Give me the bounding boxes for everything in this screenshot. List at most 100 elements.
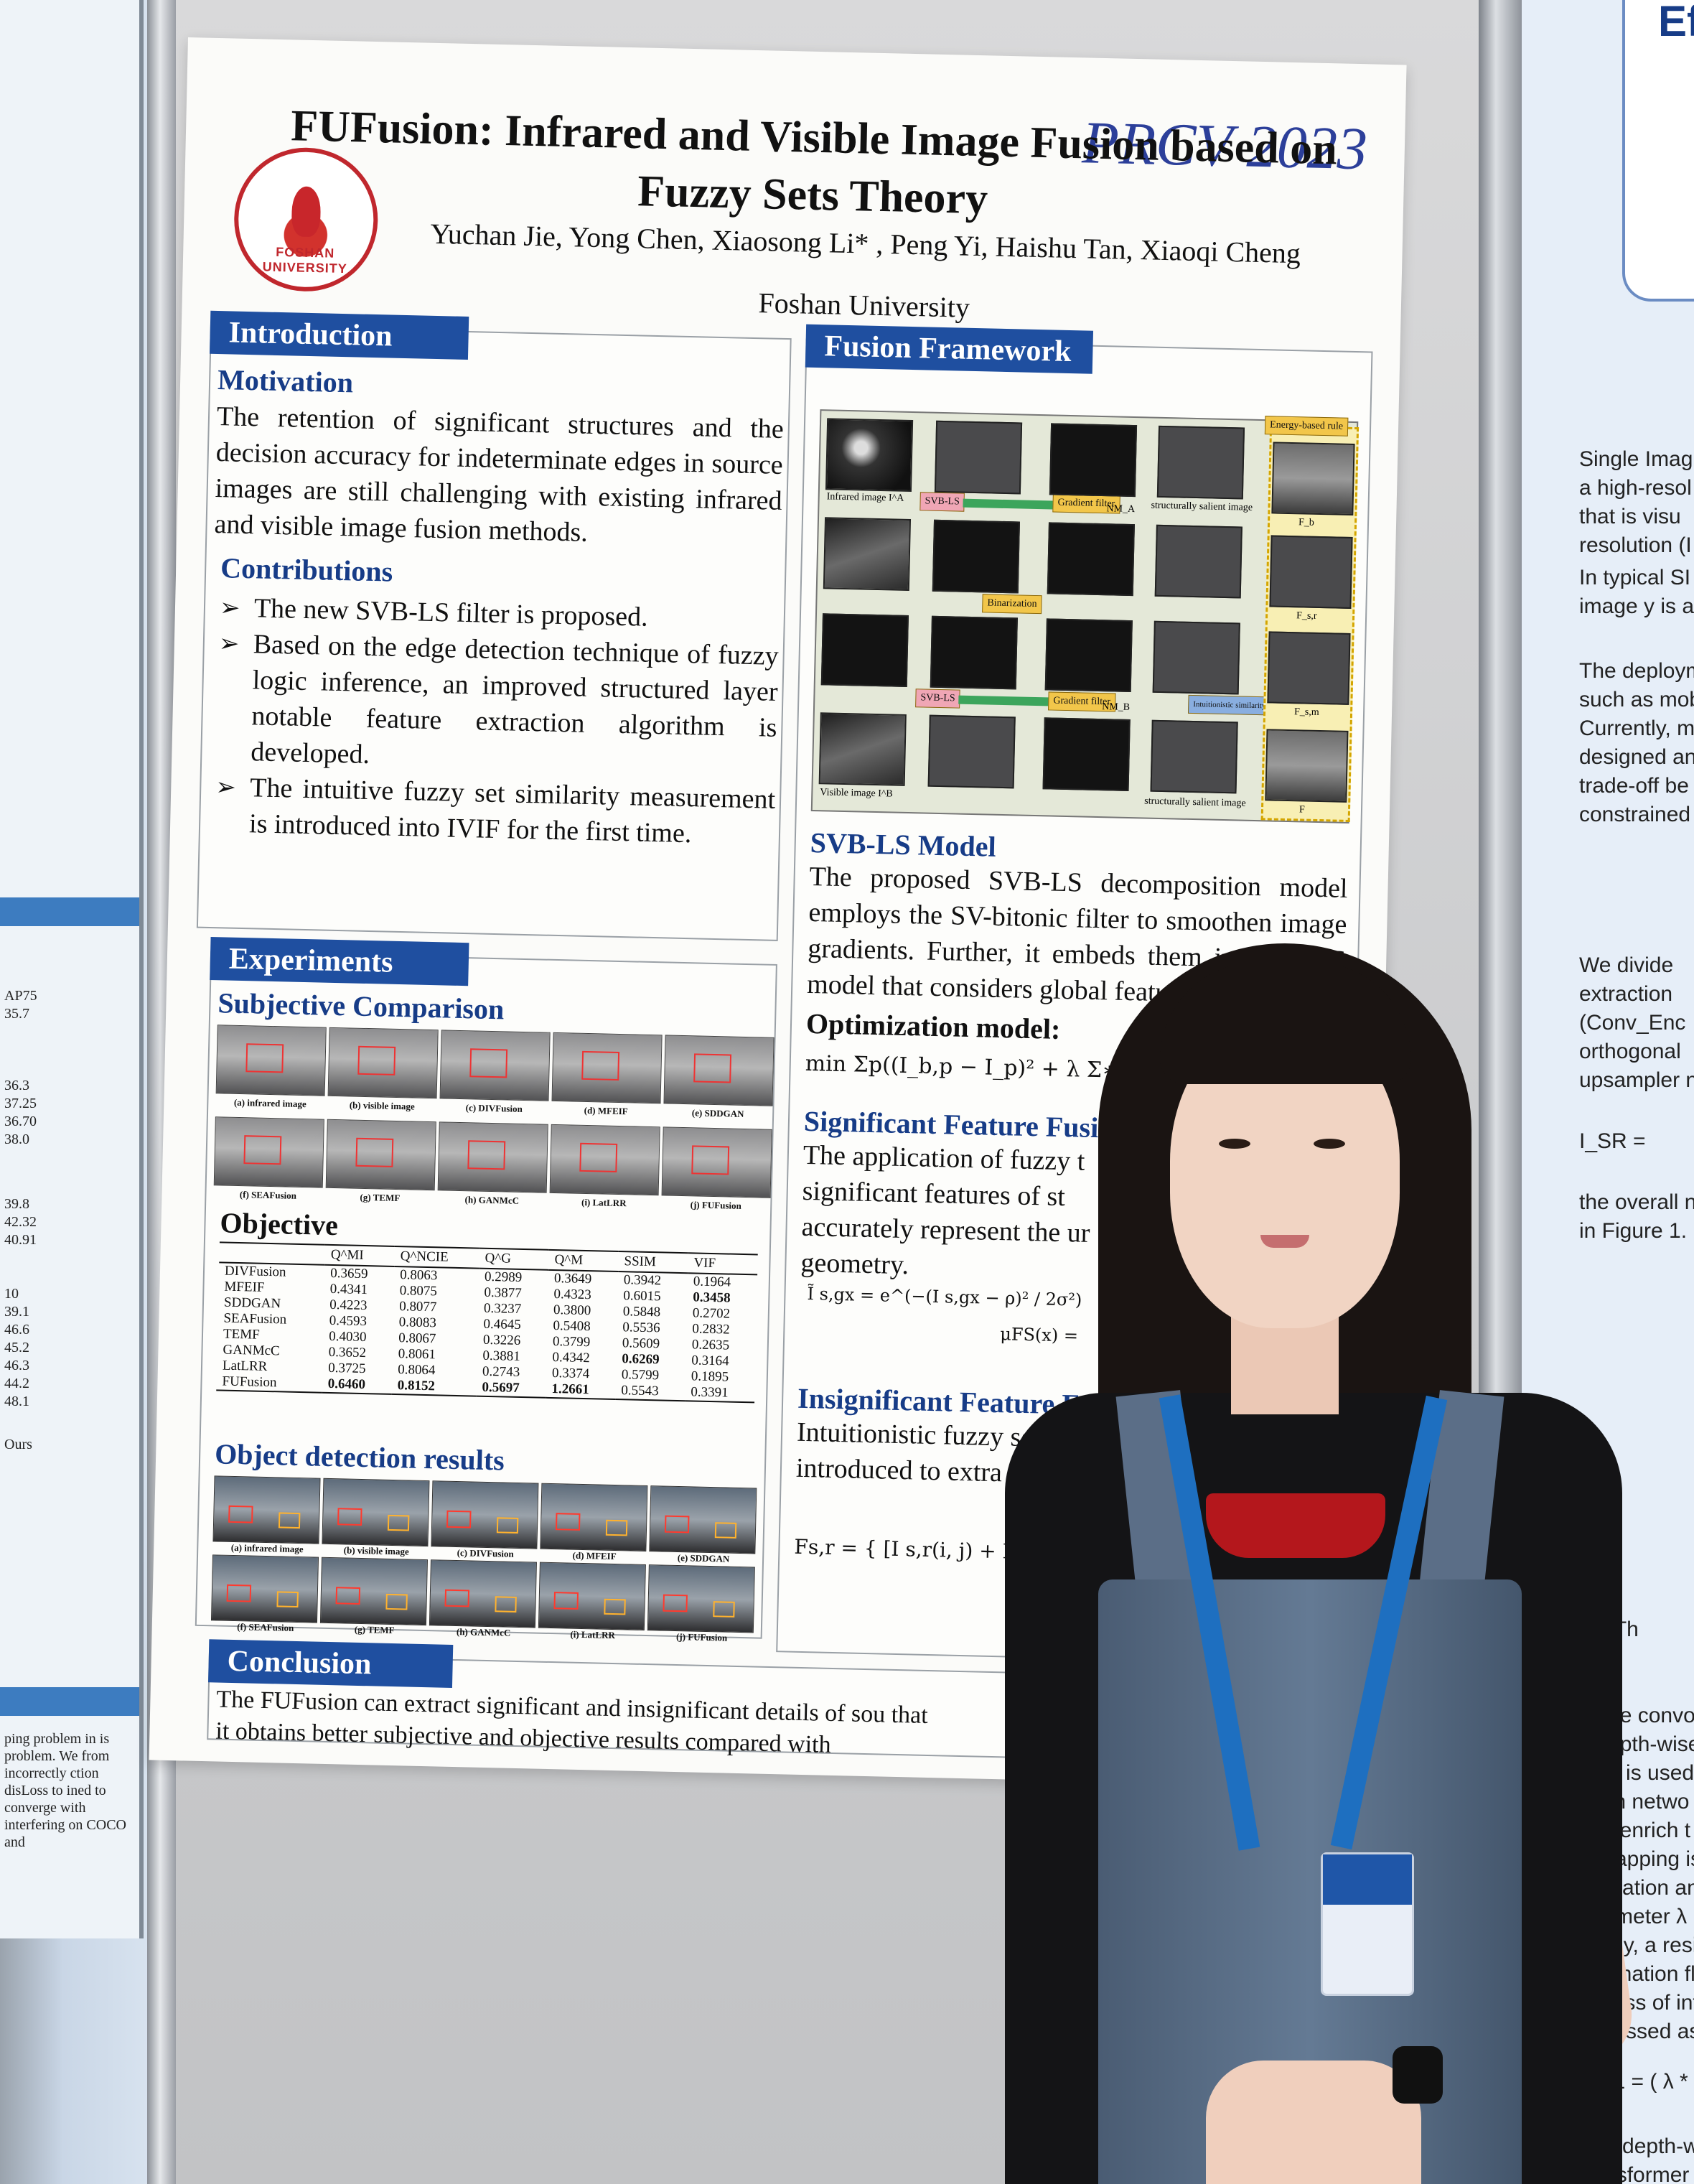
conclusion-heading: Conclusion — [208, 1639, 454, 1688]
subjective-row-bottom: (f) SEAFusion (g) TEMF (h) GANMcC (i) LatLR… — [213, 1116, 772, 1211]
result-image — [540, 1483, 648, 1552]
left-poster-strip — [0, 897, 139, 926]
experiments-section: Experiments Subjective Comparison (a) in… — [195, 937, 777, 1643]
visible-caption: Visible image I^B — [820, 787, 893, 800]
visible-input-tile — [818, 712, 907, 786]
metric-value: 0.6460 — [322, 1376, 392, 1394]
framework-tile — [1156, 425, 1245, 500]
metric-value: 0.8152 — [391, 1377, 477, 1396]
metric-value: 0.1895 — [691, 1368, 729, 1385]
left-poster-number: 45.2 — [4, 1340, 29, 1355]
left-poster-number: 39.8 — [4, 1196, 29, 1212]
nm-b-caption: NM_B — [1101, 701, 1131, 714]
metric-value: 0.5609 — [622, 1335, 660, 1352]
metric-value: 0.3881 — [482, 1348, 521, 1364]
metric-value: 0.3237 — [483, 1300, 522, 1317]
energy-rule-label: Energy-based rule — [1264, 416, 1349, 437]
subjective-title: Subjective Comparison — [217, 986, 505, 1026]
result-image — [437, 1121, 548, 1193]
fused-tile — [1269, 535, 1353, 609]
contributions-title: Contributions — [220, 551, 393, 588]
smartwatch — [1393, 2046, 1443, 2104]
left-poster-number: 46.3 — [4, 1358, 29, 1373]
infrared-caption: Infrared image I^A — [826, 491, 904, 504]
left-poster-number: Ours — [4, 1437, 32, 1452]
metric-value: 0.4030 — [329, 1328, 367, 1345]
result-caption: (f) SEAFusion — [239, 1189, 297, 1201]
result-image — [212, 1475, 321, 1544]
metric-value: 0.8061 — [398, 1346, 436, 1363]
right-poster-line: I_SR = — [1579, 1129, 1646, 1153]
fb-caption: F_b — [1298, 517, 1315, 528]
result-caption: (b) visible image — [343, 1544, 409, 1557]
metric-value: 0.2743 — [482, 1363, 520, 1380]
poster-affiliation: Foshan University — [758, 286, 970, 324]
metric-value: 0.3725 — [328, 1360, 366, 1377]
right-poster-line: Currently, m — [1579, 717, 1694, 740]
metric-value: 0.8083 — [398, 1315, 437, 1331]
right-poster-line: the overall net — [1579, 1190, 1694, 1214]
result-image — [661, 1126, 772, 1198]
metric-value: 0.2989 — [484, 1269, 523, 1285]
result-caption: (i) LatLRR — [581, 1196, 627, 1209]
right-poster-line: trade-off be — [1579, 774, 1689, 798]
contribution-item: ➢ Based on the edge detection technique … — [216, 625, 779, 782]
fsm-caption: F_s,m — [1293, 706, 1319, 718]
right-poster-line: Single Imag — [1579, 447, 1693, 471]
metric-column-header: Q^M — [548, 1249, 619, 1272]
framework-tile — [1154, 524, 1243, 599]
right-poster-line: upsampler n — [1579, 1068, 1694, 1092]
metric-column-header: Q^MI — [324, 1244, 396, 1266]
metric-value: 0.3374 — [551, 1365, 590, 1382]
metric-column-header: Q^G — [479, 1248, 549, 1270]
right-poster-line: such as mob — [1579, 688, 1694, 711]
result-image — [649, 1485, 757, 1554]
metric-value: 0.2832 — [692, 1321, 730, 1338]
fused-result-tile — [1265, 729, 1349, 803]
left-poster-number: 48.1 — [4, 1394, 29, 1409]
right-poster-line: image y is as — [1579, 594, 1694, 618]
result-caption: (g) TEMF — [360, 1191, 401, 1204]
metric-value: 0.3942 — [623, 1272, 662, 1289]
left-poster-paragraph: ping problem in is problem. We from inco… — [4, 1731, 126, 1850]
metric-value: 0.3799 — [552, 1333, 591, 1350]
nm-a-caption: NM_A — [1106, 503, 1136, 515]
metric-value: 0.3652 — [328, 1344, 367, 1361]
metric-value: 0.5848 — [622, 1304, 661, 1320]
metric-column-header: SSIM — [618, 1251, 688, 1274]
metric-value: 0.4341 — [329, 1281, 368, 1298]
metric-value: 0.1964 — [693, 1274, 731, 1290]
energy-based-rule-panel: Energy-based rule F_b F_s,r F_s,m F — [1260, 416, 1360, 823]
result-caption: (h) GANMcC — [456, 1626, 511, 1638]
svb-ls-block: SVB-LS — [915, 689, 960, 709]
left-poster-strip — [0, 1687, 139, 1716]
metric-value: 0.4223 — [329, 1297, 368, 1314]
insignificant-formula: Fs,r = { [I s,r(i, j) + I — [794, 1534, 1011, 1564]
framework-arrow-bar — [958, 695, 1052, 706]
metric-value: 0.5697 — [476, 1379, 546, 1398]
metric-value: 0.3800 — [553, 1302, 591, 1319]
name-badge — [1321, 1852, 1414, 1996]
right-poster-line: We divide — [1579, 953, 1674, 977]
result-image — [319, 1557, 428, 1626]
metric-value: 0.8063 — [399, 1267, 438, 1284]
result-caption: (a) infrared image — [230, 1541, 304, 1555]
metric-value: 0.3226 — [482, 1332, 521, 1348]
fused-tile — [1271, 442, 1355, 515]
left-poster-number: 10 — [4, 1286, 19, 1302]
infrared-input-tile — [825, 418, 914, 493]
result-image — [549, 1124, 660, 1196]
framework-tile — [934, 420, 1023, 495]
result-image — [327, 1027, 439, 1099]
presenter — [991, 933, 1658, 2184]
detection-title: Object detection results — [214, 1437, 505, 1477]
metric-value: 0.3877 — [484, 1284, 523, 1301]
fused-tile — [1267, 631, 1351, 705]
result-image — [663, 1035, 775, 1106]
presenter-eye — [1314, 1139, 1345, 1149]
right-poster-line: orthogonal — [1579, 1040, 1681, 1063]
result-caption: (e) SDDGAN — [691, 1107, 744, 1119]
metric-value: 0.6015 — [623, 1288, 661, 1305]
contribution-text: The new SVB-LS filter is proposed. — [253, 593, 649, 633]
metric-value: 0.3391 — [685, 1384, 755, 1403]
